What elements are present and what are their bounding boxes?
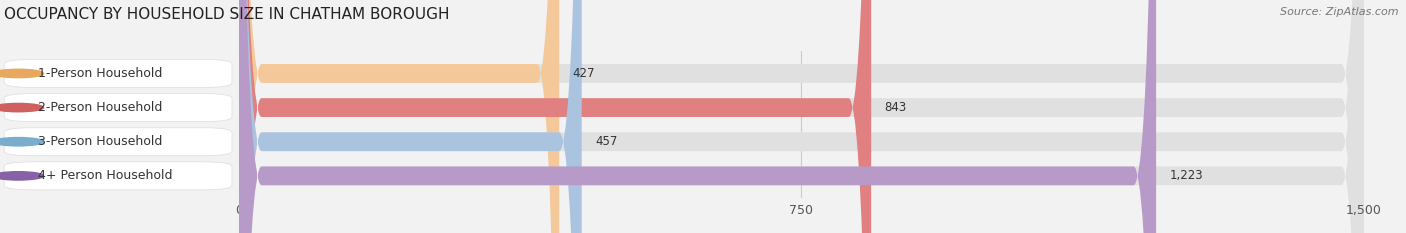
Text: 1-Person Household: 1-Person Household — [38, 67, 162, 80]
FancyBboxPatch shape — [239, 0, 582, 233]
FancyBboxPatch shape — [239, 0, 1364, 233]
Text: 2-Person Household: 2-Person Household — [38, 101, 162, 114]
Text: 457: 457 — [595, 135, 617, 148]
Text: 1,223: 1,223 — [1170, 169, 1204, 182]
FancyBboxPatch shape — [239, 0, 872, 233]
Text: 4+ Person Household: 4+ Person Household — [38, 169, 173, 182]
Text: OCCUPANCY BY HOUSEHOLD SIZE IN CHATHAM BOROUGH: OCCUPANCY BY HOUSEHOLD SIZE IN CHATHAM B… — [4, 7, 450, 22]
Text: Source: ZipAtlas.com: Source: ZipAtlas.com — [1281, 7, 1399, 17]
FancyBboxPatch shape — [239, 0, 1156, 233]
FancyBboxPatch shape — [239, 0, 1364, 233]
FancyBboxPatch shape — [239, 0, 1364, 233]
FancyBboxPatch shape — [239, 0, 1364, 233]
Text: 427: 427 — [572, 67, 595, 80]
Text: 3-Person Household: 3-Person Household — [38, 135, 162, 148]
FancyBboxPatch shape — [239, 0, 560, 233]
Text: 843: 843 — [884, 101, 907, 114]
